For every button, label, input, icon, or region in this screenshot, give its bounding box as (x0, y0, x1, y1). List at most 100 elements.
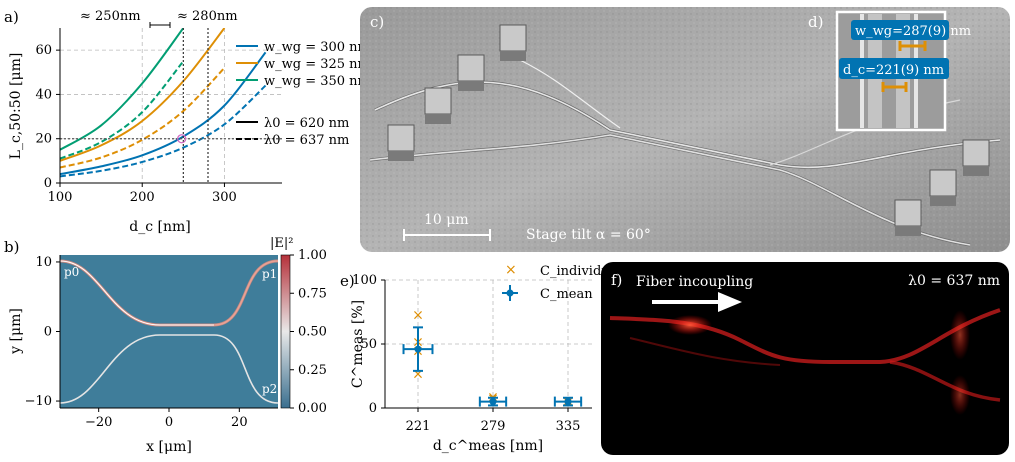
waveguide-lower (60, 334, 278, 404)
panel-e-label: e) (340, 272, 355, 290)
panel-a: a) ≈ 250nm ≈ 280nm 100 200 300 0 20 40 60 d_c … (4, 8, 370, 235)
y-tick-label: −10 (25, 394, 52, 409)
sem-pillar (499, 24, 527, 61)
legend-marker-mean (502, 285, 518, 301)
glow-faint (629, 337, 781, 366)
x-tick-label: −20 (85, 415, 112, 430)
port-p1: p1 (262, 267, 277, 281)
y-tick-label: 20 (35, 132, 52, 147)
mean-point (489, 398, 497, 406)
panel-b: b) p0 p1 p2 −20 0 20 −10 0 10 x [μm] y [μm] 0… (4, 236, 327, 455)
x-axis-label-b: x [μm] (146, 439, 192, 455)
colorbar-tick-label: 0.00 (298, 401, 327, 416)
y-tick-label: 100 (352, 273, 377, 288)
colorbar-tick-label: 0.50 (298, 325, 327, 340)
sem-taper-left (519, 59, 621, 129)
panel-a-label: a) (4, 8, 19, 26)
y-tick-label: 10 (35, 255, 52, 270)
series-line (60, 51, 267, 176)
x-tick-label: 335 (556, 419, 581, 434)
wwg-label: w_wg=287(9) nm (855, 24, 971, 39)
x-tick-label: 200 (130, 190, 155, 205)
highlight-marker (177, 134, 187, 144)
mean-point (564, 398, 572, 406)
data-marks-e: ×××××××× (402, 308, 583, 411)
series-lines-a (60, 28, 267, 178)
panel-f-label: f) (611, 271, 622, 289)
legend-item-300: w_wg = 300 nm (264, 40, 370, 55)
y-tick-label: 0 (44, 325, 52, 340)
x-tick-label: 100 (48, 190, 73, 205)
stage-tilt-label: Stage tilt α = 60° (526, 227, 651, 243)
field-waveguides (60, 259, 278, 404)
sem-pillar (929, 169, 957, 206)
gap-marker (881, 82, 908, 92)
colorbar-tick-label: 1.00 (298, 248, 327, 263)
y-tick-label: 0 (369, 401, 377, 416)
colorbar-ticks: 0.00 0.25 0.50 0.75 1.00 (290, 248, 327, 416)
y-tick-label: 50 (360, 337, 377, 352)
width-marker (898, 41, 927, 51)
ticks-b: −20 0 20 −10 0 10 (25, 255, 278, 430)
series-line (60, 67, 226, 169)
individual-point: × (412, 366, 424, 382)
scalebar-label: 10 μm (424, 212, 469, 228)
y-tick-label: 40 (35, 87, 52, 102)
annotation-bracket (149, 22, 171, 28)
x-tick-label: 20 (231, 415, 248, 430)
x-tick-label: 300 (212, 190, 237, 205)
sem-waveguide-lower (369, 134, 971, 246)
port-p2: p2 (262, 382, 277, 396)
legend-marker-individual: × (505, 262, 517, 278)
legend-item-620: λ0 = 620 nm (264, 116, 349, 131)
ticks-e: 221 279 335 0 50 100 (352, 273, 580, 434)
colorbar-tick-label: 0.75 (298, 286, 327, 301)
y-tick-label: 0 (44, 176, 52, 191)
sem-pillar (387, 124, 415, 161)
sem-pillars (387, 24, 990, 236)
panel-d-label: d) (808, 13, 823, 31)
port-p0: p0 (64, 265, 79, 279)
series-line (60, 84, 267, 178)
ticks-a: 100 200 300 0 20 40 60 (35, 43, 236, 205)
reference-markers-a (60, 28, 282, 183)
mean-point (414, 345, 422, 353)
legend-item-637: λ0 = 637 nm (264, 133, 349, 148)
sem-pillar (424, 87, 452, 124)
glow-spot (950, 375, 970, 415)
panel-c-label: c) (370, 13, 384, 31)
annotation-280nm: ≈ 280nm (177, 9, 238, 24)
fiber-incoupling-label: Fiber incoupling (636, 274, 753, 290)
x-tick-label: 0 (165, 415, 173, 430)
panel-f: f) Fiber incoupling λ0 = 637 nm (601, 262, 1009, 455)
glow-lower (889, 360, 1001, 402)
x-tick-label: 221 (406, 419, 431, 434)
glow-spot (950, 310, 970, 360)
series-line (60, 28, 226, 162)
y-tick-label: 60 (35, 43, 52, 58)
fluorescence-image (601, 262, 1009, 455)
y-axis-label-e: C^meas [%] (350, 300, 366, 388)
colorbar-tick-label: 0.25 (298, 363, 327, 378)
sem-waveguide-upper (374, 81, 1001, 169)
x-axis-label-a: d_c [nm] (129, 219, 190, 235)
y-axis-label-b: y [μm] (8, 308, 24, 355)
sem-pillar (962, 139, 990, 176)
legend-item-mean: C_mean (540, 287, 593, 302)
glow-spot (668, 315, 712, 335)
annotation-250nm: ≈ 250nm (80, 9, 141, 24)
panel-b-label: b) (4, 238, 19, 256)
dc-label-box (839, 58, 949, 79)
sem-pillar (457, 54, 485, 91)
colorbar (280, 254, 291, 409)
wwg-label-box (851, 20, 949, 40)
x-axis-label-e: d_c^meas [nm] (433, 438, 543, 454)
dc-label: d_c=221(9) nm (843, 63, 944, 78)
lambda-label: λ0 = 637 nm (908, 273, 1000, 289)
inset-d: w_wg=287(9) nm d_c=221(9) nm (835, 10, 971, 132)
series-line (60, 28, 185, 151)
legend-a: w_wg = 300 nm w_wg = 325 nm w_wg = 350 n… (236, 40, 370, 148)
panel-c-sem-image: c) 10 μm Stage tilt α = 60° d) w_wg=287(… (360, 7, 1010, 252)
